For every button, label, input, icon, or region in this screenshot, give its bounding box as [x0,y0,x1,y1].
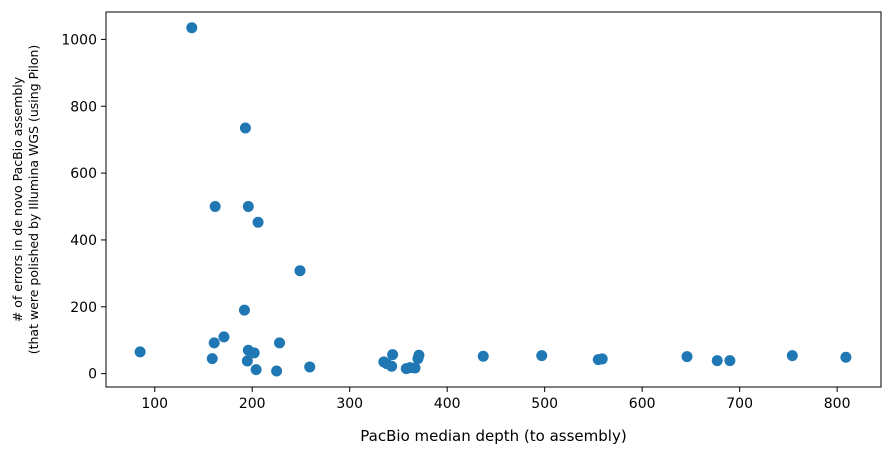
data-point-26 [413,349,425,361]
data-point-21 [387,349,399,361]
x-tick-label-500: 500 [531,396,558,412]
x-tick-label-700: 700 [726,396,753,412]
data-point-24 [409,362,421,374]
data-point-30 [596,353,608,365]
data-point-33 [724,355,736,367]
plot-frame [105,11,882,388]
data-point-20 [386,360,398,372]
data-point-32 [711,355,723,367]
data-point-16 [294,265,306,277]
x-tick-label-300: 300 [336,396,363,412]
data-point-12 [250,364,262,376]
data-point-8 [241,355,253,367]
y-tick-label-200: 200 [70,300,97,316]
data-point-13 [252,216,264,228]
x-tick-label-400: 400 [434,396,461,412]
data-points [134,22,852,377]
data-point-0 [134,346,146,358]
data-point-27 [477,350,489,362]
y-tick-label-600: 600 [70,166,97,182]
data-point-10 [242,201,254,213]
data-point-17 [304,361,316,373]
data-point-31 [681,351,693,363]
data-point-6 [238,304,250,316]
x-tick-label-800: 800 [824,396,851,412]
y-axis-ticks: 0 200 400 600 800 1000 [61,32,106,383]
y-tick-label-400: 400 [70,233,97,249]
x-axis-ticks: 100 200 300 400 500 600 700 800 [141,387,850,412]
y-axis-title-line-1: # of errors in de novo PacBio assembly [10,76,25,322]
y-tick-label-800: 800 [70,99,97,115]
y-tick-label-0: 0 [88,367,97,383]
data-point-3 [208,337,220,349]
data-point-2 [206,353,218,365]
x-tick-label-200: 200 [239,396,266,412]
data-point-11 [248,347,260,359]
data-point-28 [536,350,548,362]
x-axis-title: PacBio median depth (to assembly) [360,427,626,445]
data-point-7 [239,122,251,134]
x-tick-label-600: 600 [629,396,656,412]
data-point-35 [840,351,852,363]
data-point-1 [186,22,198,34]
data-point-14 [271,365,283,377]
data-point-34 [786,350,798,362]
y-axis-title-line-2: (that were polished by Illumina WGS (usi… [26,45,41,355]
y-tick-label-1000: 1000 [61,32,97,48]
data-point-5 [218,331,230,343]
data-point-4 [209,201,221,213]
x-tick-label-100: 100 [141,396,168,412]
data-point-15 [274,337,286,349]
